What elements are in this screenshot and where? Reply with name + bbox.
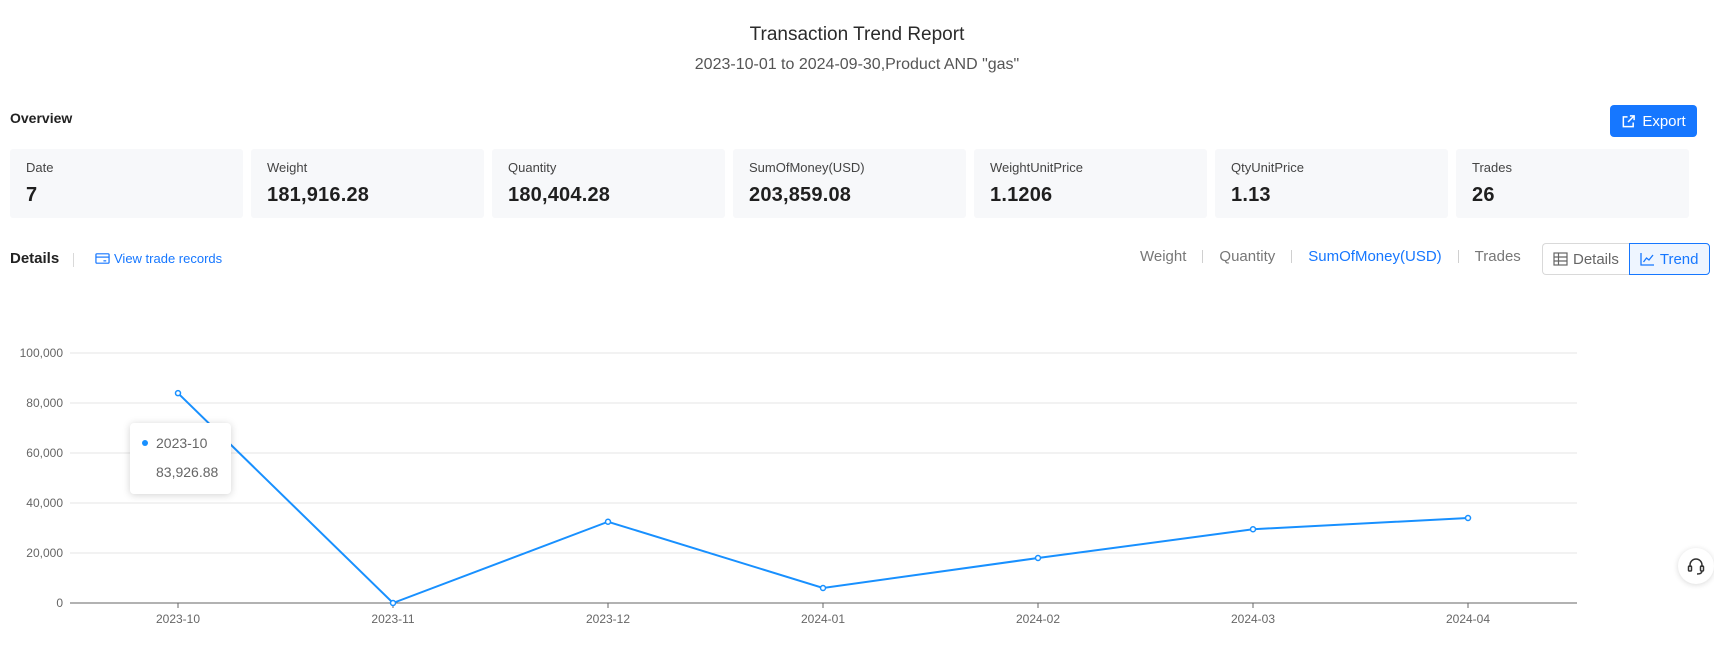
stat-label: Trades bbox=[1472, 160, 1512, 175]
export-icon bbox=[1622, 114, 1636, 127]
view-trade-records-label: View trade records bbox=[114, 251, 223, 266]
overview-stats: Date 7 Weight 181,916.28 Quantity 180,40… bbox=[10, 149, 1689, 218]
stat-value: 181,916.28 bbox=[267, 184, 370, 206]
y-tick-label: 20,000 bbox=[26, 546, 63, 560]
y-tick-label: 0 bbox=[56, 596, 63, 610]
tab-separator bbox=[1202, 250, 1204, 263]
x-tick-label: 2023-11 bbox=[371, 612, 414, 626]
chart-tooltip: 2023-10 83,926.88 bbox=[130, 423, 231, 494]
stat-label: Date bbox=[26, 160, 54, 175]
trend-view-label: Trend bbox=[1659, 250, 1699, 268]
series-line bbox=[177, 392, 1469, 605]
report-subtitle: 2023-10-01 to 2024-09-30,Product AND "ga… bbox=[694, 56, 1020, 73]
stat-label: Quantity bbox=[508, 160, 557, 175]
overview-heading: Overview bbox=[10, 110, 73, 126]
data-point bbox=[1034, 554, 1042, 562]
x-tick-label: 2023-12 bbox=[586, 612, 630, 626]
stat-label: SumOfMoney(USD) bbox=[749, 160, 865, 175]
stat-label: WeightUnitPrice bbox=[990, 160, 1083, 175]
report-title: Transaction Trend Report bbox=[749, 24, 965, 45]
stat-card-qty-unit-price: QtyUnitPrice 1.13 bbox=[1215, 149, 1448, 218]
y-tick-label: 60,000 bbox=[26, 446, 63, 460]
tooltip-category: 2023-10 bbox=[156, 435, 208, 451]
tab-separator bbox=[1457, 250, 1459, 263]
details-heading: Details bbox=[10, 250, 60, 267]
stat-value: 180,404.28 bbox=[508, 184, 611, 206]
view-toggle: Details Trend bbox=[1542, 243, 1710, 275]
support-button[interactable] bbox=[1678, 548, 1714, 584]
tab-weight[interactable]: Weight bbox=[1140, 248, 1187, 265]
x-tick-label: 2024-01 bbox=[801, 612, 845, 626]
stat-value: 203,859.08 bbox=[749, 184, 852, 206]
stat-label: Weight bbox=[267, 160, 308, 175]
stat-card-trades: Trades 26 bbox=[1456, 149, 1689, 218]
tab-quantity[interactable]: Quantity bbox=[1219, 248, 1276, 265]
stat-value: 1.1206 bbox=[990, 184, 1053, 206]
tooltip-value: 83,926.88 bbox=[156, 464, 219, 480]
x-tick-label: 2024-02 bbox=[1016, 612, 1060, 626]
details-view-button[interactable]: Details bbox=[1542, 243, 1629, 275]
x-tick-label: 2023-10 bbox=[156, 612, 200, 626]
line-chart-icon bbox=[1640, 253, 1654, 266]
chart-series bbox=[174, 389, 1472, 607]
y-tick-label: 40,000 bbox=[26, 496, 63, 510]
data-point bbox=[1464, 514, 1472, 522]
stat-value: 26 bbox=[1472, 184, 1495, 206]
card-icon bbox=[95, 253, 110, 264]
y-tick-label: 100,000 bbox=[20, 346, 64, 360]
stat-label: QtyUnitPrice bbox=[1231, 160, 1304, 175]
tooltip-row: 2023-10 bbox=[142, 435, 219, 451]
stat-value: 7 bbox=[26, 184, 38, 206]
stat-card-date: Date 7 bbox=[10, 149, 243, 218]
tab-separator bbox=[1291, 250, 1293, 263]
metric-tabs: Weight Quantity SumOfMoney(USD) Trades bbox=[1140, 248, 1521, 265]
stat-value: 1.13 bbox=[1231, 184, 1271, 206]
export-button[interactable]: Export bbox=[1610, 105, 1697, 137]
data-point bbox=[819, 584, 827, 592]
trend-view-button[interactable]: Trend bbox=[1628, 243, 1710, 275]
view-trade-records-link[interactable]: View trade records bbox=[95, 251, 222, 266]
data-point bbox=[604, 518, 612, 525]
data-point bbox=[1249, 526, 1257, 533]
x-tick-label: 2024-03 bbox=[1231, 612, 1275, 626]
report-header: Transaction Trend Report 2023-10-01 to 2… bbox=[0, 22, 1714, 76]
x-tick-label: 2024-04 bbox=[1446, 612, 1490, 626]
tab-trades[interactable]: Trades bbox=[1474, 248, 1521, 265]
stat-card-weight: Weight 181,916.28 bbox=[251, 149, 484, 218]
tab-sum-of-money[interactable]: SumOfMoney(USD) bbox=[1308, 248, 1442, 265]
headset-icon bbox=[1687, 558, 1705, 575]
stat-card-weight-unit-price: WeightUnitPrice 1.1206 bbox=[974, 149, 1207, 218]
data-point bbox=[389, 599, 397, 607]
stat-card-sum-of-money: SumOfMoney(USD) 203,859.08 bbox=[733, 149, 966, 218]
table-icon bbox=[1553, 252, 1568, 266]
y-tick-label: 80,000 bbox=[26, 396, 63, 410]
export-label: Export bbox=[1642, 112, 1686, 130]
details-view-label: Details bbox=[1573, 250, 1619, 268]
tooltip-series-dot bbox=[142, 440, 148, 446]
divider bbox=[73, 253, 74, 267]
stat-card-quantity: Quantity 180,404.28 bbox=[492, 149, 725, 218]
chart-grid bbox=[70, 352, 1577, 554]
data-point bbox=[174, 389, 182, 397]
